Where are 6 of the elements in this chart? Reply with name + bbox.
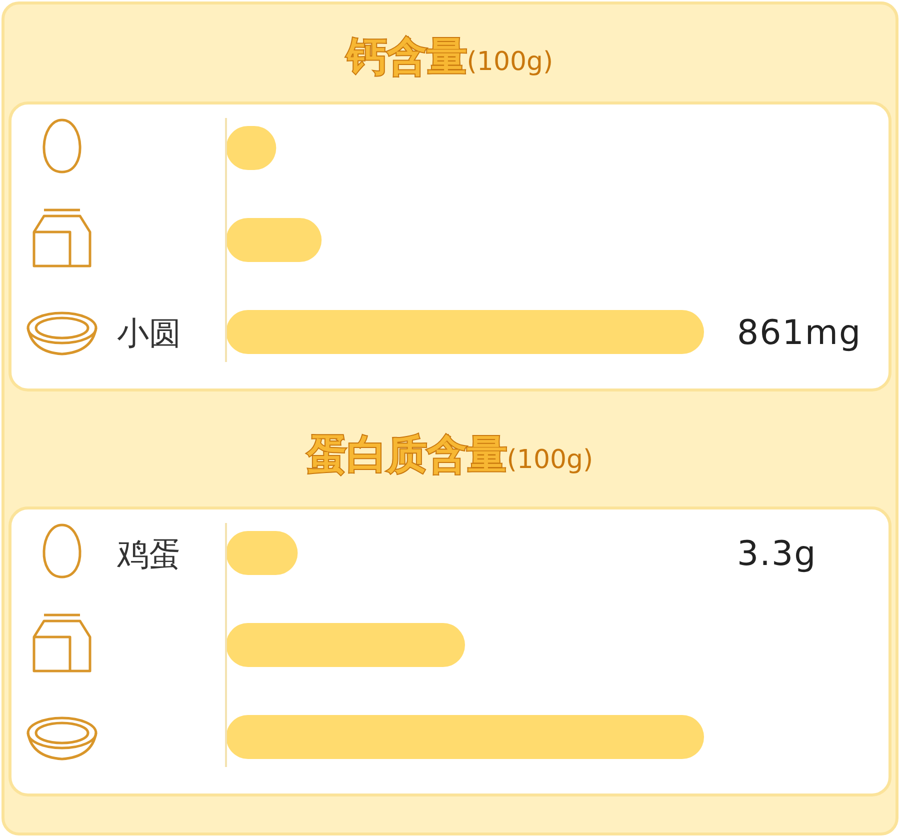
chart-title: 钙含量(100g): [344, 34, 554, 80]
y-tick-label: 小圆: [117, 314, 181, 352]
y-tick-label: 鸡蛋: [116, 535, 181, 573]
chart-title: 蛋白质含量(100g): [306, 432, 594, 478]
text: 3.3g: [737, 534, 817, 574]
annotation: 861mg: [737, 313, 862, 353]
